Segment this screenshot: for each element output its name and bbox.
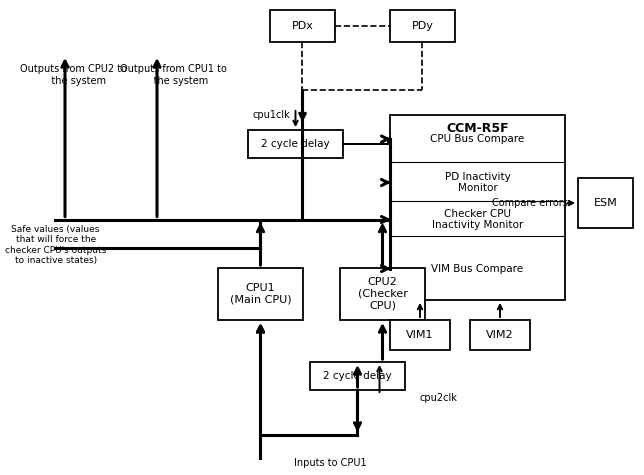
Text: CCM-R5F: CCM-R5F <box>446 123 509 135</box>
Bar <box>340 268 425 320</box>
Text: Outputs from CPU1 to
     the system: Outputs from CPU1 to the system <box>120 64 227 86</box>
Text: VIM2: VIM2 <box>486 330 514 340</box>
Bar <box>390 320 450 350</box>
Text: 2 cycle delay: 2 cycle delay <box>261 139 330 149</box>
Text: CPU2
(Checker
CPU): CPU2 (Checker CPU) <box>357 277 408 311</box>
Text: Compare errors: Compare errors <box>492 198 568 208</box>
Text: PD Inactivity
Monitor: PD Inactivity Monitor <box>444 172 511 193</box>
Text: CPU1
(Main CPU): CPU1 (Main CPU) <box>230 283 291 305</box>
Bar <box>390 115 565 300</box>
Bar <box>390 10 455 42</box>
Text: 2 cycle delay: 2 cycle delay <box>323 371 392 381</box>
Bar <box>218 268 303 320</box>
Bar <box>470 320 530 350</box>
Text: Outputs from CPU2 to
   the system: Outputs from CPU2 to the system <box>20 64 127 86</box>
Text: Safe values (values
that will force the
checker CPU's outputs
to inactive states: Safe values (values that will force the … <box>5 225 106 265</box>
Text: CPU Bus Compare: CPU Bus Compare <box>430 134 525 144</box>
Bar <box>248 130 343 158</box>
Text: PDx: PDx <box>292 21 314 31</box>
Text: ESM: ESM <box>594 198 618 208</box>
Text: Inputs to CPU1: Inputs to CPU1 <box>294 458 366 468</box>
Bar <box>578 178 633 228</box>
Text: VIM Bus Compare: VIM Bus Compare <box>431 264 524 274</box>
Text: cpu1clk: cpu1clk <box>253 110 290 120</box>
Text: cpu2clk: cpu2clk <box>420 393 458 403</box>
Text: Checker CPU
Inactivity Monitor: Checker CPU Inactivity Monitor <box>432 209 523 230</box>
Text: PDy: PDy <box>412 21 433 31</box>
Bar <box>310 362 405 390</box>
Text: VIM1: VIM1 <box>406 330 434 340</box>
Bar <box>270 10 335 42</box>
